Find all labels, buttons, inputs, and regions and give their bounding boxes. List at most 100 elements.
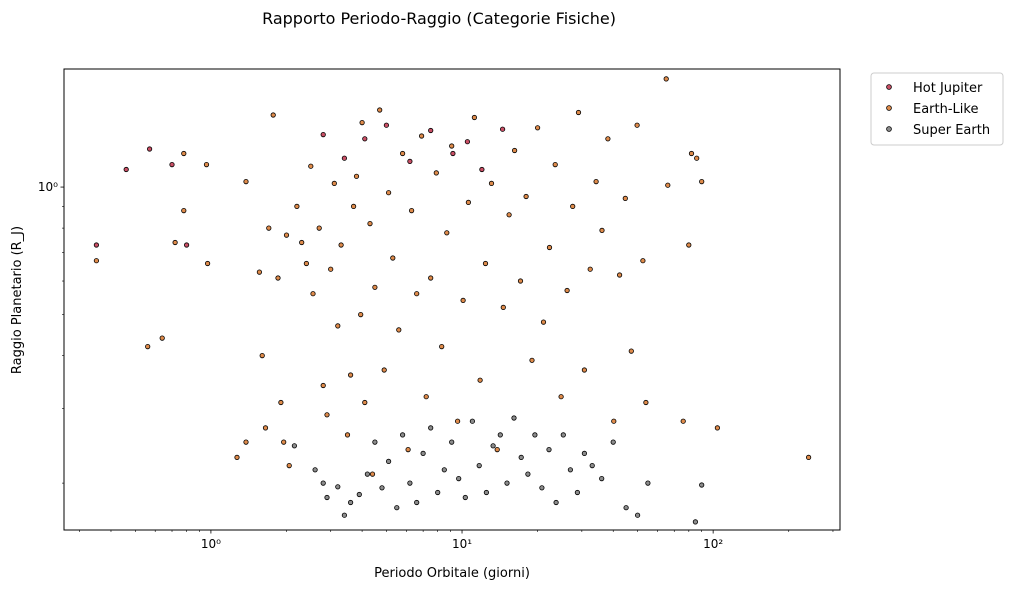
point-earth-like-69 xyxy=(511,147,518,154)
point-earth-like-35 xyxy=(350,203,357,209)
point-earth-like-2 xyxy=(159,335,165,341)
point-super-earth-46 xyxy=(692,519,699,525)
point-earth-like-96 xyxy=(686,242,692,248)
legend-label-2: Super Earth xyxy=(913,123,990,138)
point-earth-like-64 xyxy=(482,260,489,267)
point-earth-like-85 xyxy=(605,136,611,142)
point-super-earth-47 xyxy=(699,482,705,488)
point-super-earth-16 xyxy=(420,450,426,456)
point-earth-like-80 xyxy=(575,109,582,116)
point-hot-jupiter-10 xyxy=(428,127,434,134)
point-earth-like-54 xyxy=(428,275,434,281)
point-super-earth-15 xyxy=(414,499,420,506)
point-super-earth-6 xyxy=(347,499,354,506)
point-super-earth-42 xyxy=(610,439,616,445)
point-earth-like-10 xyxy=(243,179,249,185)
point-earth-like-38 xyxy=(359,120,365,126)
point-hot-jupiter-13 xyxy=(479,166,485,173)
data-points xyxy=(93,76,812,525)
point-earth-like-7 xyxy=(203,162,210,168)
point-earth-like-65 xyxy=(488,180,495,186)
point-super-earth-5 xyxy=(341,512,347,518)
point-earth-like-70 xyxy=(517,278,524,284)
point-super-earth-17 xyxy=(428,425,434,431)
point-earth-like-43 xyxy=(377,107,383,113)
point-earth-like-73 xyxy=(534,125,541,131)
legend-marker-2 xyxy=(886,126,892,132)
point-earth-like-99 xyxy=(699,179,705,185)
point-earth-like-79 xyxy=(570,203,576,209)
point-earth-like-53 xyxy=(423,394,429,400)
point-super-earth-27 xyxy=(497,432,503,438)
point-earth-like-26 xyxy=(316,225,322,231)
point-earth-like-88 xyxy=(622,195,628,201)
point-earth-like-3 xyxy=(172,239,178,246)
point-super-earth-25 xyxy=(483,489,489,496)
point-earth-like-16 xyxy=(275,275,281,281)
point-earth-like-56 xyxy=(439,343,445,350)
point-earth-like-57 xyxy=(444,230,450,236)
point-earth-like-66 xyxy=(494,446,500,453)
point-hot-jupiter-4 xyxy=(184,242,190,248)
point-earth-like-28 xyxy=(324,412,330,418)
point-hot-jupiter-2 xyxy=(147,146,153,152)
point-super-earth-39 xyxy=(581,450,588,456)
point-earth-like-71 xyxy=(523,193,529,200)
point-earth-like-61 xyxy=(465,199,471,205)
legend-marker-0 xyxy=(886,84,892,90)
point-earth-like-52 xyxy=(418,133,425,139)
point-earth-like-92 xyxy=(643,399,649,406)
point-super-earth-13 xyxy=(399,432,406,438)
chart-title: Rapporto Periodo-Raggio (Categorie Fisic… xyxy=(262,9,616,28)
legend-label-0: Hot Jupiter xyxy=(913,81,983,96)
point-earth-like-39 xyxy=(362,399,368,406)
point-super-earth-24 xyxy=(476,462,482,469)
point-earth-like-76 xyxy=(552,162,558,168)
point-super-earth-35 xyxy=(553,499,559,506)
point-super-earth-14 xyxy=(407,480,413,486)
point-hot-jupiter-5 xyxy=(320,132,326,138)
point-super-earth-26 xyxy=(490,443,496,449)
point-super-earth-41 xyxy=(599,475,605,482)
point-earth-like-5 xyxy=(181,150,187,157)
point-earth-like-83 xyxy=(593,179,599,185)
point-super-earth-34 xyxy=(546,446,552,453)
point-earth-like-29 xyxy=(328,266,334,272)
point-super-earth-11 xyxy=(385,458,392,464)
point-earth-like-74 xyxy=(540,319,547,325)
y-axis-label: Raggio Planetario (R_J) xyxy=(10,226,25,374)
point-earth-like-33 xyxy=(344,432,351,438)
point-super-earth-44 xyxy=(634,512,641,518)
point-super-earth-22 xyxy=(462,494,468,501)
point-super-earth-8 xyxy=(364,471,370,477)
point-hot-jupiter-9 xyxy=(407,158,413,164)
point-super-earth-28 xyxy=(504,480,510,486)
point-earth-like-22 xyxy=(299,239,305,246)
point-earth-like-11 xyxy=(256,269,262,275)
point-super-earth-32 xyxy=(532,432,538,438)
point-earth-like-9 xyxy=(243,439,249,445)
y-axis-ticks: 10⁰ xyxy=(38,180,64,484)
point-earth-like-77 xyxy=(558,394,564,400)
point-earth-like-55 xyxy=(433,170,439,176)
point-earth-like-19 xyxy=(286,462,292,469)
point-super-earth-19 xyxy=(441,467,447,473)
point-earth-like-41 xyxy=(369,471,376,477)
point-earth-like-23 xyxy=(303,260,309,267)
x-tick-label-1: 10¹ xyxy=(452,537,472,551)
point-hot-jupiter-14 xyxy=(499,126,506,132)
x-axis-ticks: 10⁰ 10¹ 10² xyxy=(79,530,834,551)
point-earth-like-32 xyxy=(338,242,344,248)
point-earth-like-27 xyxy=(320,382,326,389)
plot-area xyxy=(63,68,841,531)
point-earth-like-46 xyxy=(390,255,396,261)
point-hot-jupiter-1 xyxy=(123,166,129,173)
point-earth-like-25 xyxy=(310,291,316,297)
point-super-earth-38 xyxy=(574,489,581,496)
point-super-earth-20 xyxy=(449,439,455,445)
point-earth-like-44 xyxy=(381,367,387,373)
point-earth-like-36 xyxy=(353,173,360,179)
point-earth-like-87 xyxy=(616,272,623,278)
y-tick-label-0: 10⁰ xyxy=(38,180,58,194)
point-earth-like-50 xyxy=(408,208,415,214)
